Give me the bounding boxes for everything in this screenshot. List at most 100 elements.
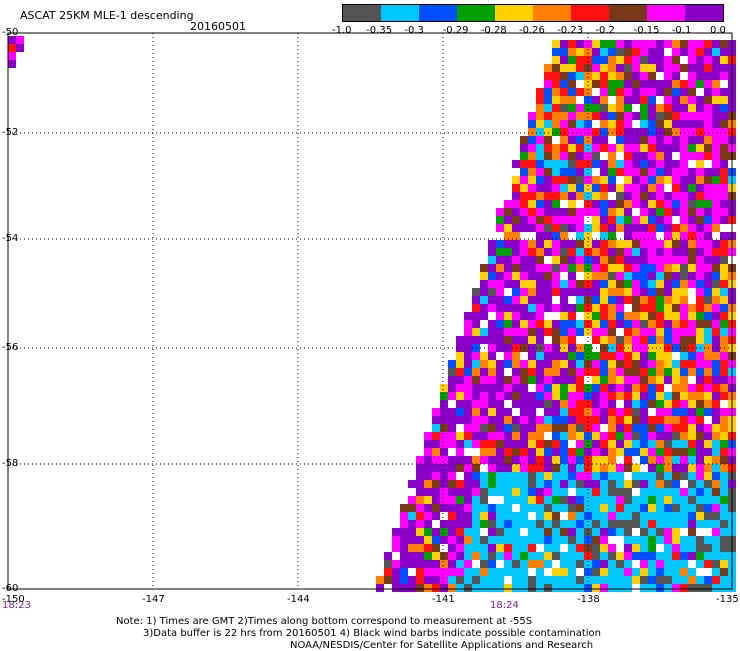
data-cell	[704, 136, 712, 144]
data-cell	[688, 496, 696, 504]
data-cell	[576, 136, 584, 144]
data-cell	[560, 352, 568, 360]
data-cell	[720, 136, 728, 144]
data-cell	[528, 272, 536, 280]
data-cell	[600, 440, 608, 448]
data-cell	[688, 64, 696, 72]
data-cell	[544, 120, 552, 128]
data-cell	[424, 576, 432, 584]
data-cell	[680, 232, 688, 240]
data-cell	[616, 464, 624, 472]
data-cell	[624, 448, 632, 456]
data-cell	[704, 504, 712, 512]
data-cell	[632, 464, 640, 472]
data-cell	[560, 488, 568, 496]
data-cell	[608, 560, 616, 568]
data-cell	[464, 416, 472, 424]
data-cell	[688, 528, 696, 536]
data-cell	[520, 224, 528, 232]
data-cell	[560, 248, 568, 256]
data-cell	[648, 376, 656, 384]
data-cell	[656, 376, 664, 384]
data-cell	[672, 56, 680, 64]
data-cell	[496, 256, 504, 264]
data-cell	[616, 136, 624, 144]
data-cell	[464, 504, 472, 512]
data-cell	[584, 416, 592, 424]
data-cell	[592, 128, 600, 136]
data-cell	[720, 488, 728, 496]
data-cell	[528, 536, 536, 544]
data-cell	[664, 512, 672, 520]
data-cell	[568, 136, 576, 144]
data-cell	[560, 80, 568, 88]
data-cell	[440, 496, 448, 504]
data-cell	[648, 176, 656, 184]
data-cell	[680, 576, 688, 584]
data-cell	[608, 568, 616, 576]
data-cell	[632, 360, 640, 368]
data-cell	[544, 448, 552, 456]
data-cell	[560, 128, 568, 136]
data-cell	[568, 576, 576, 584]
plot-frame	[7, 32, 733, 590]
data-cell	[712, 152, 720, 160]
colorbar-label: -0.26	[519, 25, 545, 36]
data-cell	[464, 568, 472, 576]
data-cell	[688, 504, 696, 512]
data-cell	[672, 160, 680, 168]
data-cell	[688, 552, 696, 560]
data-cell	[536, 416, 544, 424]
data-cell	[584, 144, 592, 152]
data-cell	[696, 288, 704, 296]
data-cell	[384, 576, 392, 584]
data-cell	[624, 240, 632, 248]
data-cell	[672, 272, 680, 280]
data-cell	[616, 472, 624, 480]
data-cell	[568, 432, 576, 440]
data-cell	[632, 64, 640, 72]
data-cell	[672, 280, 680, 288]
data-cell	[520, 416, 528, 424]
data-cell	[640, 248, 648, 256]
data-cell	[584, 48, 592, 56]
data-cell	[648, 184, 656, 192]
data-cell	[680, 552, 688, 560]
data-cell	[568, 336, 576, 344]
data-cell	[592, 408, 600, 416]
data-cell	[592, 64, 600, 72]
data-cell	[416, 472, 424, 480]
data-cell	[560, 568, 568, 576]
data-cell	[624, 136, 632, 144]
data-cell	[712, 104, 720, 112]
data-cell	[560, 144, 568, 152]
data-cell	[568, 72, 576, 80]
data-cell	[720, 328, 728, 336]
data-cell	[520, 488, 528, 496]
data-cell	[704, 352, 712, 360]
data-cell	[568, 376, 576, 384]
data-cell	[696, 272, 704, 280]
data-cell	[536, 136, 544, 144]
data-cell	[544, 512, 552, 520]
data-cell	[528, 136, 536, 144]
data-cell	[512, 208, 520, 216]
data-cell	[480, 512, 488, 520]
data-cell	[560, 312, 568, 320]
data-cell	[672, 432, 680, 440]
data-cell	[632, 40, 640, 48]
data-cell	[440, 472, 448, 480]
data-cell	[720, 568, 728, 576]
data-cell	[600, 320, 608, 328]
data-cell	[584, 192, 592, 200]
data-cell	[432, 432, 440, 440]
data-cell	[680, 448, 688, 456]
data-cell	[520, 496, 528, 504]
data-cell	[680, 40, 688, 48]
data-cell	[528, 392, 536, 400]
data-cell	[592, 96, 600, 104]
data-cell	[688, 192, 696, 200]
data-cell	[504, 296, 512, 304]
data-cell	[536, 504, 544, 512]
data-cell	[608, 88, 616, 96]
